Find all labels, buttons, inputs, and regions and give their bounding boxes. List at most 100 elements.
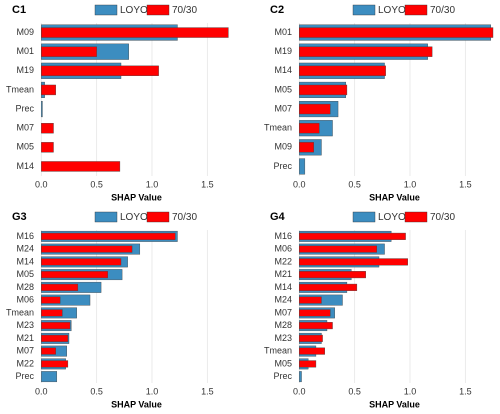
bar	[41, 142, 54, 153]
bar	[299, 232, 406, 240]
legend-label: LOYO	[120, 212, 148, 223]
bar	[41, 65, 159, 76]
bar	[41, 322, 71, 330]
legend-swatch	[94, 211, 118, 223]
bar	[41, 334, 69, 342]
x-tick-label: 1.5	[201, 386, 214, 396]
y-tick-label: M16	[274, 231, 292, 241]
x-tick-label: 1.5	[201, 179, 214, 189]
panel-title: G3	[12, 211, 27, 223]
y-tick-label: M07	[274, 307, 292, 317]
legend-swatch	[404, 4, 428, 16]
x-tick-label: 0.0	[35, 386, 48, 396]
bar	[299, 309, 331, 317]
y-tick-label: Prec	[273, 161, 292, 171]
bar	[41, 371, 58, 383]
bar	[299, 347, 325, 355]
bar	[41, 245, 133, 253]
bar	[299, 158, 306, 175]
x-tick-label: 0.5	[90, 179, 103, 189]
x-axis-label: SHAP Value	[111, 399, 162, 409]
y-tick-label: M21	[16, 333, 34, 343]
y-tick-label: M07	[16, 123, 34, 133]
bar	[41, 123, 54, 134]
y-tick-label: M05	[16, 142, 34, 152]
legend-label: 70/30	[430, 5, 455, 16]
bar	[299, 360, 317, 368]
y-tick-label: M07	[274, 103, 292, 113]
y-tick-label: M14	[274, 65, 292, 75]
y-tick-label: M05	[274, 84, 292, 94]
legend-swatch	[352, 4, 376, 16]
bar	[299, 322, 333, 330]
bar	[41, 258, 122, 266]
x-tick-label: 0.0	[35, 179, 48, 189]
y-tick-label: M05	[16, 269, 34, 279]
legend-swatch	[352, 211, 376, 223]
bar	[299, 65, 386, 76]
bar	[41, 46, 97, 57]
y-tick-label: M07	[16, 346, 34, 356]
bar	[299, 245, 377, 253]
bar	[299, 258, 408, 266]
x-tick-label: 0.5	[90, 386, 103, 396]
x-tick-label: 0.5	[348, 386, 361, 396]
bar	[299, 371, 302, 383]
x-tick-label: 1.0	[404, 386, 417, 396]
y-tick-label: M09	[274, 142, 292, 152]
y-tick-label: M24	[16, 244, 34, 254]
bar	[299, 142, 314, 153]
bar	[41, 296, 61, 304]
x-tick-label: 1.5	[459, 386, 472, 396]
y-tick-label: Tmean	[6, 84, 34, 94]
y-tick-label: Prec	[15, 103, 34, 113]
legend-label: LOYO	[378, 212, 406, 223]
y-tick-label: M01	[16, 46, 34, 56]
x-tick-label: 0.5	[348, 179, 361, 189]
bar	[299, 283, 358, 291]
x-axis-label: SHAP Value	[111, 192, 162, 202]
x-axis-label: SHAP Value	[369, 192, 420, 202]
bar	[299, 271, 366, 279]
x-tick-label: 1.0	[404, 179, 417, 189]
legend-swatch	[404, 211, 428, 223]
y-tick-label: M06	[274, 244, 292, 254]
y-tick-label: Tmean	[264, 123, 292, 133]
bar	[299, 27, 494, 38]
x-tick-label: 1.0	[146, 386, 159, 396]
y-tick-label: Prec	[273, 371, 292, 381]
legend-swatch	[94, 4, 118, 16]
y-tick-label: M06	[16, 295, 34, 305]
y-tick-label: Tmean	[6, 307, 34, 317]
y-tick-label: M05	[274, 358, 292, 368]
bar	[41, 232, 176, 240]
bar	[299, 46, 433, 57]
y-tick-label: M28	[274, 320, 292, 330]
bar	[299, 123, 320, 134]
y-tick-label: M24	[274, 295, 292, 305]
x-tick-label: 0.0	[293, 386, 306, 396]
y-tick-label: Prec	[15, 371, 34, 381]
x-tick-label: 1.0	[146, 179, 159, 189]
bar	[299, 334, 323, 342]
y-tick-label: M19	[274, 46, 292, 56]
panel-title: C1	[12, 4, 26, 16]
y-tick-label: M23	[274, 333, 292, 343]
x-axis-label: SHAP Value	[369, 399, 420, 409]
legend-label: 70/30	[172, 212, 197, 223]
y-tick-label: M14	[16, 256, 34, 266]
legend-swatch	[146, 211, 170, 223]
y-tick-label: M23	[16, 320, 34, 330]
y-tick-label: M14	[16, 161, 34, 171]
y-tick-label: M09	[16, 27, 34, 37]
bar	[299, 84, 348, 96]
x-tick-label: 1.5	[459, 179, 472, 189]
bar	[41, 309, 63, 317]
y-tick-label: M21	[274, 269, 292, 279]
bar	[41, 27, 229, 38]
legend-label: 70/30	[172, 5, 197, 16]
bar	[41, 347, 56, 355]
legend-swatch	[146, 4, 170, 16]
panel-title: G4	[270, 211, 286, 223]
